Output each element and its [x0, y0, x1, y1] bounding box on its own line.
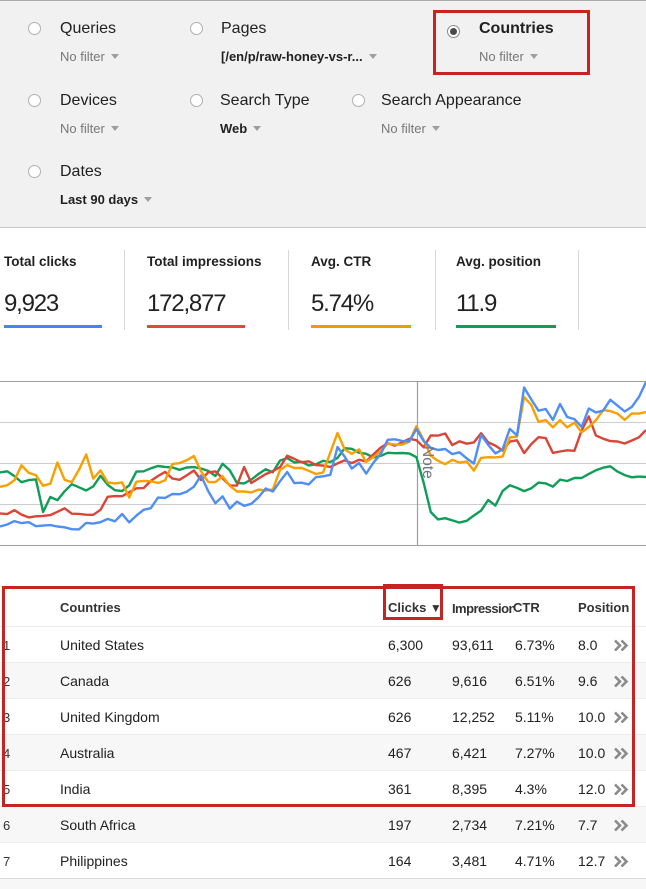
svg-text:Note: Note — [419, 446, 436, 479]
